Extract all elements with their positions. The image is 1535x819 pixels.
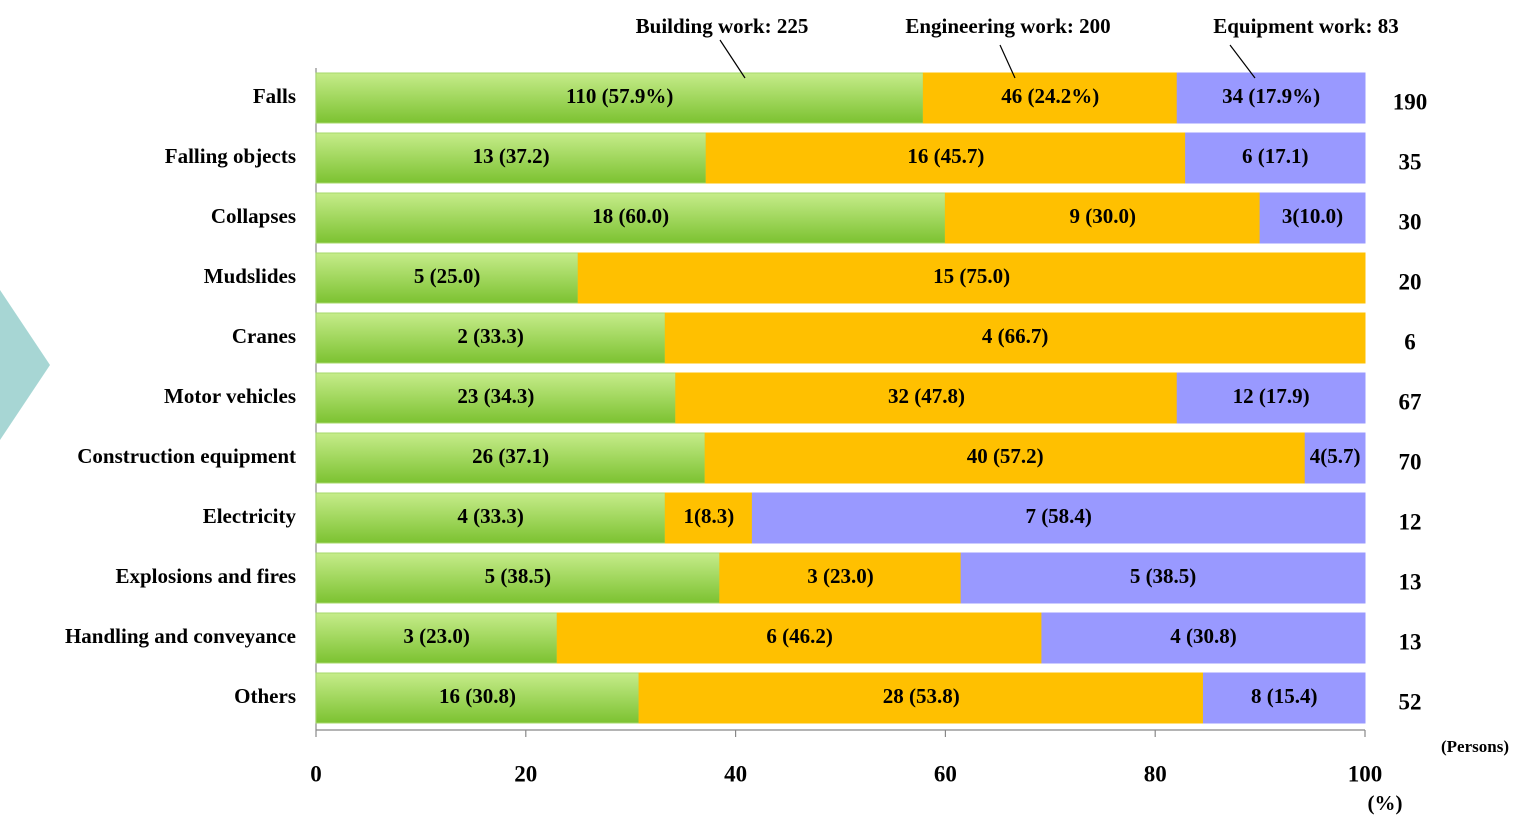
category-label: Construction equipment <box>77 444 296 468</box>
category-label: Handling and conveyance <box>65 624 296 648</box>
value-label: 16 (45.7) <box>907 144 984 168</box>
leader-line <box>719 39 746 79</box>
value-label: 15 (75.0) <box>933 264 1010 288</box>
value-label: 7 (58.4) <box>1025 504 1092 528</box>
bar-segment <box>577 252 1366 304</box>
category-label: Mudslides <box>204 264 296 288</box>
value-label: 3(10.0) <box>1282 204 1343 228</box>
x-tick-label: 20 <box>514 761 537 786</box>
bar-segment <box>944 192 1261 244</box>
value-label: 32 (47.8) <box>888 384 965 408</box>
value-label: 8 (15.4) <box>1251 684 1318 708</box>
category-label: Collapses <box>211 204 296 228</box>
value-label: 4(5.7) <box>1310 444 1361 468</box>
category-label: Motor vehicles <box>164 384 296 408</box>
total-label: 20 <box>1399 269 1422 294</box>
value-label: 26 (37.1) <box>472 444 549 468</box>
bar-segment <box>315 432 706 484</box>
leader-line <box>1229 44 1256 79</box>
category-label: Falling objects <box>165 144 296 168</box>
category-label: Explosions and fires <box>116 564 297 588</box>
value-label: 4 (33.3) <box>457 504 524 528</box>
bar-segment <box>960 552 1366 604</box>
value-label: 2 (33.3) <box>457 324 524 348</box>
value-label: 28 (53.8) <box>883 684 960 708</box>
bar-segment <box>1176 72 1366 124</box>
x-axis-label: (%) <box>1368 791 1403 815</box>
total-label: 190 <box>1393 89 1428 114</box>
legend-label: Engineering work: 200 <box>905 14 1110 38</box>
value-label: 5 (25.0) <box>414 264 481 288</box>
bar-segment <box>1176 372 1366 424</box>
bar-segment <box>1041 612 1366 664</box>
leader-line <box>999 44 1016 79</box>
bar-segment <box>315 312 666 364</box>
bar-segment <box>556 612 1043 664</box>
value-label: 3 (23.0) <box>807 564 874 588</box>
bar-segment <box>315 612 558 664</box>
category-label: Falls <box>253 84 296 108</box>
total-label: 52 <box>1399 689 1422 714</box>
bar-segment <box>638 672 1204 724</box>
total-label: 12 <box>1399 509 1422 534</box>
legend-label: Equipment work: 83 <box>1213 14 1399 38</box>
bar-segment <box>664 312 1366 364</box>
legend-label: Building work: 225 <box>636 14 809 38</box>
bar-segment <box>1259 192 1366 244</box>
bar-segment <box>315 192 946 244</box>
value-label: 18 (60.0) <box>592 204 669 228</box>
decorative-arrow <box>0 290 50 440</box>
x-tick-label: 0 <box>310 761 322 786</box>
bar-segment <box>922 72 1178 124</box>
value-label: 6 (46.2) <box>766 624 833 648</box>
bar-segment <box>751 492 1366 544</box>
bar-segment <box>315 372 677 424</box>
value-label: 9 (30.0) <box>1070 204 1137 228</box>
bar-segment <box>315 72 924 124</box>
x-tick-label: 60 <box>934 761 957 786</box>
value-label: 5 (38.5) <box>1130 564 1197 588</box>
bar-segment <box>1185 132 1366 184</box>
bar-segment <box>704 432 1306 484</box>
total-label: 67 <box>1399 389 1422 414</box>
value-label: 16 (30.8) <box>439 684 516 708</box>
value-label: 5 (38.5) <box>485 564 552 588</box>
x-tick-label: 80 <box>1144 761 1167 786</box>
bar-segment <box>1304 432 1366 484</box>
total-label: 70 <box>1399 449 1422 474</box>
total-label: 6 <box>1404 329 1416 354</box>
x-tick-label: 40 <box>724 761 747 786</box>
total-label: 30 <box>1399 209 1422 234</box>
value-label: 3 (23.0) <box>403 624 470 648</box>
value-label: 34 (17.9%) <box>1222 84 1320 108</box>
category-label: Cranes <box>232 324 296 348</box>
value-label: 110 (57.9%) <box>566 84 673 108</box>
bar-segment <box>664 492 753 544</box>
value-label: 23 (34.3) <box>457 384 534 408</box>
value-label: 4 (66.7) <box>982 324 1049 348</box>
total-label: 13 <box>1399 629 1422 654</box>
bar-segment <box>719 552 962 604</box>
value-label: 12 (17.9) <box>1233 384 1310 408</box>
value-label: 4 (30.8) <box>1170 624 1237 648</box>
value-label: 40 (57.2) <box>967 444 1044 468</box>
value-label: 1(8.3) <box>683 504 734 528</box>
total-label: 13 <box>1399 569 1422 594</box>
category-label: Others <box>234 684 296 708</box>
value-label: 6 (17.1) <box>1242 144 1309 168</box>
value-label: 13 (37.2) <box>473 144 550 168</box>
totals-unit: (Persons) <box>1441 737 1509 756</box>
category-label: Electricity <box>203 504 297 528</box>
bar-segment <box>315 552 721 604</box>
total-label: 35 <box>1399 149 1422 174</box>
bar-segment <box>315 672 640 724</box>
bar-segment <box>675 372 1178 424</box>
bar-segment <box>1202 672 1366 724</box>
bar-segment <box>315 492 666 544</box>
value-label: 46 (24.2%) <box>1001 84 1099 108</box>
x-tick-label: 100 <box>1348 761 1383 786</box>
